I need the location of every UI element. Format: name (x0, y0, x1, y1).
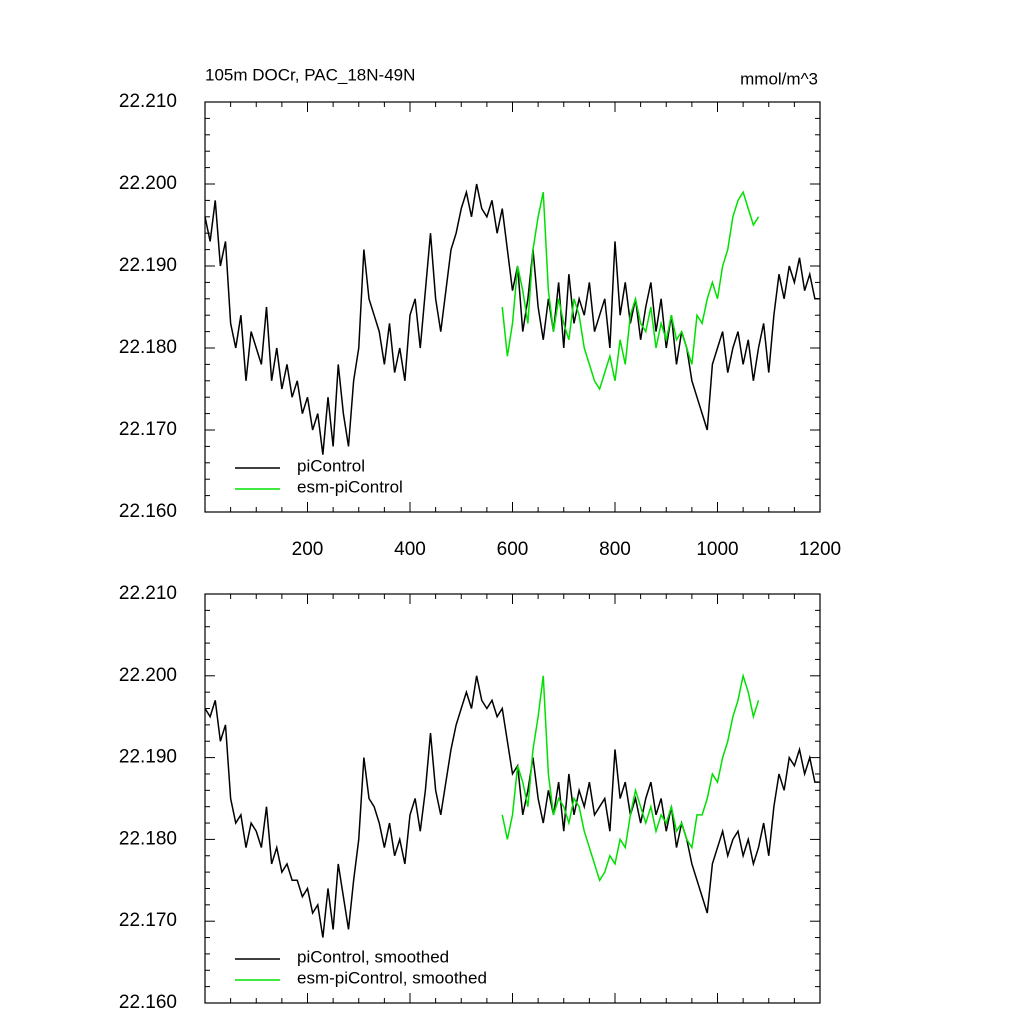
legend-label: esm-piControl (297, 477, 403, 496)
y-tick-label: 22.170 (119, 419, 177, 440)
x-tick-label: 1000 (696, 539, 738, 560)
y-tick-label: 22.190 (119, 747, 177, 768)
data-line (204, 183, 820, 455)
chart-title: 105m DOCr, PAC_18N-49N (205, 65, 415, 84)
y-tick-label: 22.160 (119, 501, 177, 522)
y-tick-label: 22.200 (119, 173, 177, 194)
y-tick-label: 22.180 (119, 337, 177, 358)
data-line (204, 675, 820, 938)
y-tick-label: 22.160 (119, 992, 177, 1013)
data-line (501, 672, 760, 883)
y-tick-label: 22.180 (119, 828, 177, 849)
x-tick-label: 800 (599, 539, 631, 560)
legend-label: piControl, smoothed (297, 947, 449, 966)
y-tick-label: 22.210 (119, 91, 177, 112)
y-tick-label: 22.210 (119, 583, 177, 604)
legend-label: piControl (297, 456, 365, 475)
x-tick-label: 1200 (799, 539, 841, 560)
x-tick-label: 600 (497, 539, 529, 560)
plot-frame (204, 593, 821, 1004)
y-tick-label: 22.200 (119, 665, 177, 686)
units-label: mmol/m^3 (740, 69, 818, 88)
x-tick-label: 200 (292, 539, 324, 560)
x-tick-label: 400 (394, 539, 426, 560)
y-tick-label: 22.190 (119, 255, 177, 276)
plot-frame (204, 101, 821, 513)
y-tick-label: 22.170 (119, 910, 177, 931)
data-line (501, 190, 760, 391)
legend-label: esm-piControl, smoothed (297, 968, 487, 987)
